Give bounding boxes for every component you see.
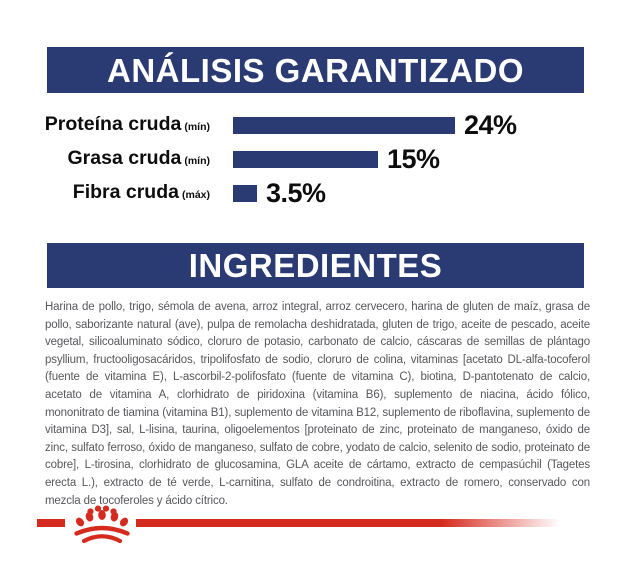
brand-divider-dash: [37, 519, 65, 527]
brand-divider-line: [136, 519, 560, 527]
analysis-title: ANÁLISIS GARANTIZADO: [107, 51, 524, 89]
fiber-label-text: Fibra cruda: [72, 181, 179, 204]
chart-row-protein: Proteína cruda (mín) 24%: [0, 108, 634, 142]
protein-label-text: Proteína cruda: [44, 113, 182, 136]
fiber-label: Fibra cruda (máx): [0, 183, 210, 203]
fiber-bar: [233, 184, 257, 202]
ingredients-title: INGREDIENTES: [188, 247, 443, 284]
fiber-value: 3.5%: [266, 177, 326, 208]
fiber-qualifier: (máx): [181, 189, 210, 202]
fat-qualifier: (mín): [184, 155, 210, 168]
protein-label: Proteína cruda (mín): [0, 115, 210, 135]
fat-bar: [233, 150, 378, 168]
chart-row-fat: Grasa cruda (mín) 15%: [0, 142, 634, 176]
protein-bar: [233, 116, 455, 134]
guaranteed-analysis-chart: Proteína cruda (mín) 24% Grasa cruda (mín)…: [0, 108, 634, 210]
chart-row-fiber: Fibra cruda (máx) 3.5%: [0, 176, 634, 210]
fat-value: 15%: [387, 143, 440, 174]
ingredients-text: Harina de pollo, trigo, sémola de avena,…: [45, 301, 590, 507]
fat-label-text: Grasa cruda: [67, 147, 182, 170]
fat-label: Grasa cruda (mín): [0, 149, 210, 169]
analysis-banner: ANÁLISIS GARANTIZADO: [47, 47, 584, 93]
protein-value: 24%: [464, 109, 517, 140]
royal-canin-crown-icon: [70, 503, 134, 550]
ingredients-banner: INGREDIENTES: [47, 243, 584, 288]
protein-qualifier: (mín): [184, 121, 210, 134]
